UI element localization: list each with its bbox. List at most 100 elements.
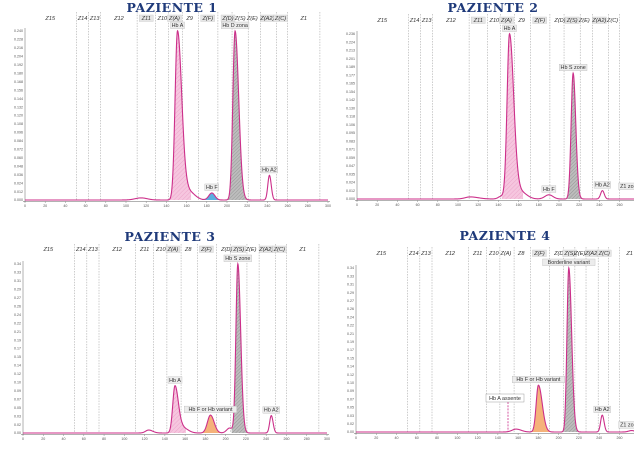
x-tick-label: 280 [305,204,311,208]
zone-label: Z(E) [246,16,258,22]
x-tick-label: 140 [495,203,501,207]
peak-fill [562,268,578,432]
zone-label: Z(E) [245,247,257,253]
y-tick-label: 0.14 [347,365,354,369]
x-tick-label: 40 [62,437,66,441]
x-tick-label: 100 [123,204,129,208]
y-tick-label: 0.02 [347,422,354,426]
x-tick-label: 100 [121,437,127,441]
y-tick-label: 0.132 [14,105,23,109]
zone-label: Z14 [77,16,88,22]
y-tick-label: 0.118 [346,115,355,119]
x-tick-label: 80 [104,204,108,208]
peak-label: Borderline variant [548,260,591,266]
y-tick-label: 0.035 [346,172,355,176]
y-tick-label: 0.000 [14,198,23,202]
zone-label: Z14 [408,251,419,257]
y-tick-label: 0.03 [14,414,21,418]
zone-label: Z(D) [220,247,232,253]
zone-label: Z8 [184,247,192,253]
x-tick-label: 180 [536,203,542,207]
x-tick-label: 120 [475,436,481,440]
x-tick-label: 300 [325,204,331,208]
x-tick-label: 120 [475,203,481,207]
x-tick-label: 20 [43,204,47,208]
y-tick-label: 0.144 [14,97,23,101]
x-tick-label: 40 [395,436,399,440]
peak-label: Hb F [206,185,218,191]
peak-label-box [184,405,237,413]
zone-label: Z(A) [167,247,179,253]
y-tick-label: 0.26 [14,304,21,308]
peak-fill [169,30,192,200]
y-tick-label: 0.10 [14,381,21,385]
zone-label: Z(E) [574,251,586,257]
y-tick-label: 0.33 [14,271,21,275]
y-tick-label: 0.180 [14,71,23,75]
peak-label: Z1 zone [620,184,634,190]
y-tick-label: 0.189 [346,65,355,69]
zone-label: Z(F) [533,251,545,257]
peak-label: Hb A2 [595,407,610,413]
zone-label: Z13 [89,16,101,22]
y-tick-label: 0.084 [14,139,23,143]
zone-label: Z8 [517,251,525,257]
y-tick-label: 0.24 [14,313,21,317]
electropherogram-line [357,32,634,200]
electropherogram-line [25,29,328,201]
y-tick-label: 0.21 [14,330,21,334]
zone-label: Z(F) [200,247,212,253]
zone-label-box [231,245,246,253]
peak-label-box [502,24,517,32]
zone-label-box [592,16,607,24]
x-tick-label: 180 [202,437,208,441]
zone-label: Z13 [420,251,432,257]
y-tick-label: 0.142 [346,98,355,102]
x-tick-label: 240 [596,436,602,440]
zone-label: Z15 [376,18,388,24]
y-tick-label: 0.120 [14,114,23,118]
y-tick-label: 0.177 [346,73,355,77]
zone-label-box [167,14,182,22]
peak-label: Z1 zone [620,423,634,429]
peak-label: Hb S zone [225,256,250,262]
zone-label: Z14 [409,18,420,24]
peak-label: Hb A2 [262,167,277,173]
peak-label: Hb A2 [264,408,279,414]
x-tick-label: 0 [355,436,357,440]
zone-label: Z1 [298,247,306,253]
peak-label: Hb F [543,187,555,193]
zone-label: Z(C) [273,247,285,253]
peak-fill [231,264,247,433]
peak-label: Hb A2 [595,183,610,189]
zone-label: Z(A) [500,18,512,24]
x-tick-label: 0 [356,203,358,207]
peak-fill [501,33,524,199]
peak-fill [566,73,582,199]
peak-label-box [593,181,611,189]
chart-panel-2: Z15 Z14 Z13 Z12 Z11 Z10 Z(A) Z9 Z(F) Z(D) Z(S) Z(E)… [346,14,634,207]
zone-label: Z(E) [578,18,590,24]
zone-label: Z9 [517,18,525,24]
y-tick-label: 0.15 [14,355,21,359]
x-tick-label: 200 [224,204,230,208]
electropherogram-line [356,265,634,433]
y-tick-label: 0.240 [14,29,23,33]
zone-label: Z(A2) [584,251,599,257]
zone-label: Z11 [141,16,151,22]
y-tick-label: 0.130 [346,106,355,110]
y-tick-label: 0.29 [347,291,354,295]
zone-label: Z1 [625,251,633,257]
y-tick-label: 0.26 [347,307,354,311]
zone-label: Z(D) [221,16,233,22]
peak-label-box [204,183,220,191]
y-tick-label: 0.10 [347,381,354,385]
chart-title-1: PAZIENTE 1 [127,0,218,15]
x-tick-label: 200 [556,436,562,440]
y-tick-label: 0.000 [346,197,355,201]
peak-fill [200,415,223,433]
y-tick-label: 0.05 [14,406,21,410]
zone-label: Z15 [43,247,55,253]
x-tick-label: 20 [41,437,45,441]
y-tick-label: 0.14 [14,364,21,368]
